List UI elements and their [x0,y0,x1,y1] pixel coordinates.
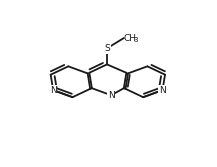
Text: N: N [159,86,166,95]
Text: N: N [50,86,57,95]
Text: N: N [108,91,115,100]
Text: CH: CH [124,34,137,43]
Text: 3: 3 [134,37,138,43]
Text: S: S [104,44,110,53]
